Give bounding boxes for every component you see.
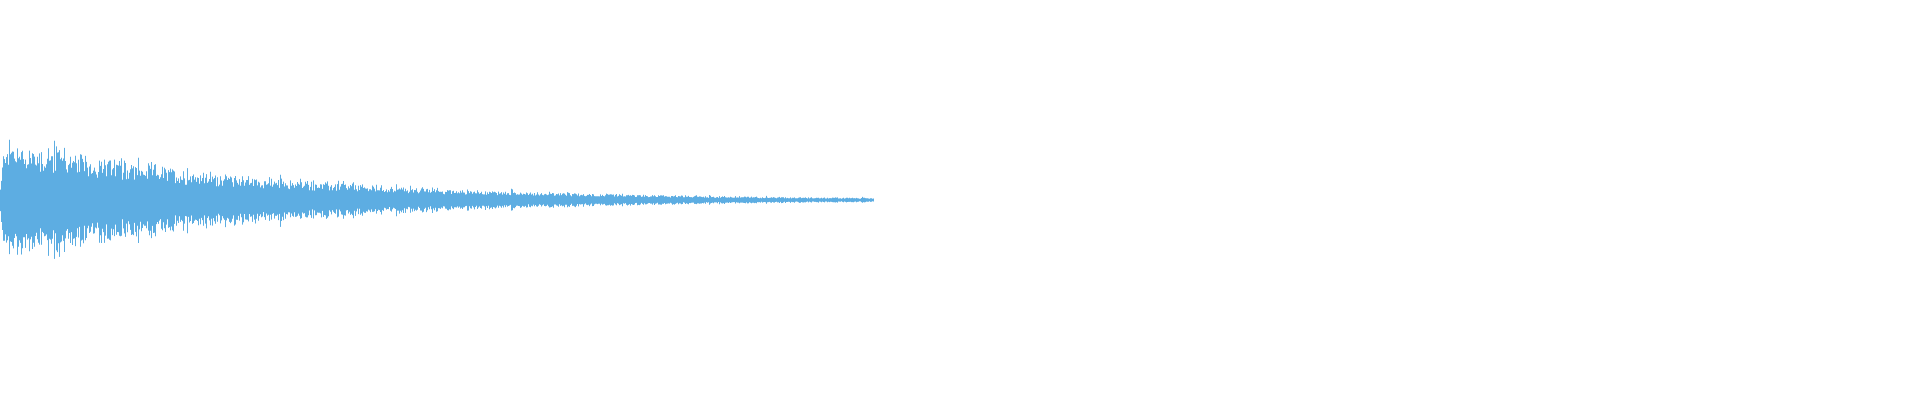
waveform-bars [0,139,874,259]
waveform-signal [0,139,874,259]
